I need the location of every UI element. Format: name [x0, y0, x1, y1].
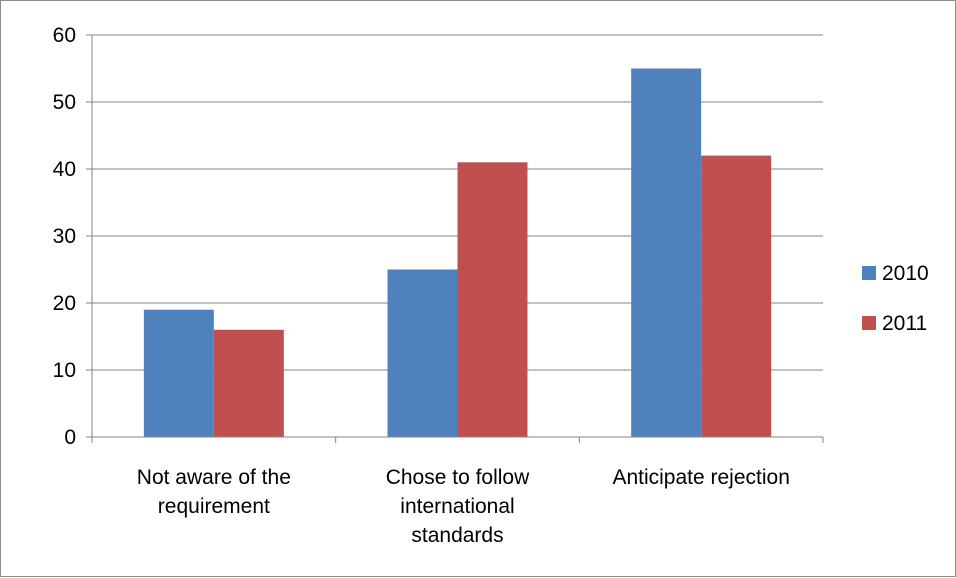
- x-category-label: Not aware of the requirement: [137, 466, 291, 518]
- x-category-label-line: Not aware of the: [137, 466, 291, 489]
- axes: [86, 34, 824, 443]
- x-axis-category-labels: Not aware of the requirement Chose to foll…: [137, 466, 790, 547]
- x-category-label-line: Chose to follow: [386, 466, 530, 489]
- legend-label-2010: 2010: [882, 262, 929, 285]
- y-tick-label: 20: [53, 292, 76, 315]
- y-tick-label: 10: [53, 359, 76, 382]
- legend: 2010 2011: [862, 262, 929, 335]
- x-category-label: Chose to follow international standards: [386, 466, 530, 547]
- legend-swatch-2010: [862, 266, 876, 280]
- x-category-label-line: international: [400, 495, 514, 518]
- bar-2010-1: [387, 269, 458, 437]
- y-tick-label: 0: [64, 426, 76, 449]
- bars: [143, 68, 772, 438]
- bar-2011-1: [457, 162, 528, 438]
- x-category-label-line: standards: [411, 524, 503, 547]
- x-category-label-line: Anticipate rejection: [612, 466, 789, 489]
- legend-label-2011: 2011: [882, 312, 927, 335]
- y-tick-label: 50: [53, 91, 76, 114]
- y-axis-tick-labels: 0 10 20 30 40 50 60: [53, 24, 76, 449]
- x-category-label-line: requirement: [158, 495, 270, 518]
- legend-swatch-2011: [862, 316, 876, 330]
- x-category-label: Anticipate rejection: [612, 466, 789, 489]
- bar-2011-0: [213, 329, 284, 437]
- y-tick-label: 40: [53, 158, 76, 181]
- y-tick-label: 30: [53, 225, 76, 248]
- y-tick-label: 60: [53, 24, 76, 47]
- bar-2010-2: [631, 68, 702, 437]
- bar-2011-2: [701, 155, 772, 437]
- bar-2010-0: [143, 309, 214, 437]
